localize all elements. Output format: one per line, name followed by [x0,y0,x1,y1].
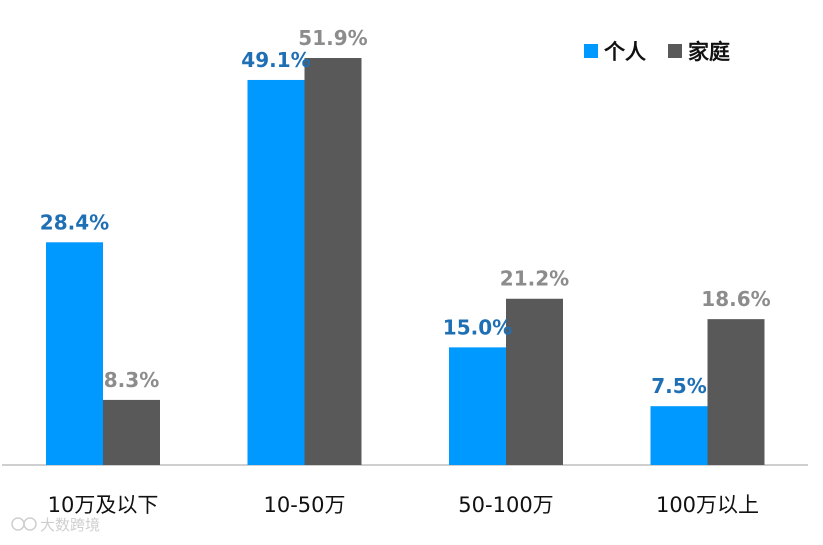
legend-label-personal: 个人 [604,40,646,64]
category-label-0: 10万及以下 [48,493,159,517]
legend: 个人 家庭 [584,40,730,64]
watermark-logo-icon [11,517,37,531]
bar-family-0 [103,399,160,465]
category-label-1: 10-50万 [263,493,345,517]
bar-personal-0 [46,242,103,465]
value-label-family-1: 51.9% [298,26,367,50]
value-label-personal-2: 15.0% [443,315,512,339]
bar-family-3 [707,319,765,465]
watermark-text: 大数跨境 [40,516,100,534]
value-label-personal-3: 7.5% [651,374,706,398]
category-labels-group: 10万及以下 10-50万 50-100万 100万以上 [48,493,759,517]
value-label-personal-1: 49.1% [241,48,310,72]
category-label-2: 50-100万 [458,493,553,517]
legend-swatch-family [668,44,682,58]
bars-group [46,58,765,465]
bar-personal-2 [449,347,506,465]
value-labels-group: 28.4% 8.3% 49.1%51.9% 15.0% 21.2% 7.5% 18.6% [40,26,771,398]
bar-family-1 [304,58,362,465]
value-label-personal-0: 28.4% [40,210,109,234]
legend-swatch-personal [584,44,598,58]
bar-personal-1 [247,79,305,465]
watermark: 大数跨境 [11,516,100,534]
legend-label-family: 家庭 [688,40,730,64]
value-label-family-2: 21.2% [500,267,569,291]
bar-family-2 [506,298,563,465]
value-label-family-3: 18.6% [701,287,770,311]
bar-personal-3 [650,406,708,465]
category-label-3: 100万以上 [656,493,759,517]
value-label-family-0: 8.3% [104,368,159,392]
